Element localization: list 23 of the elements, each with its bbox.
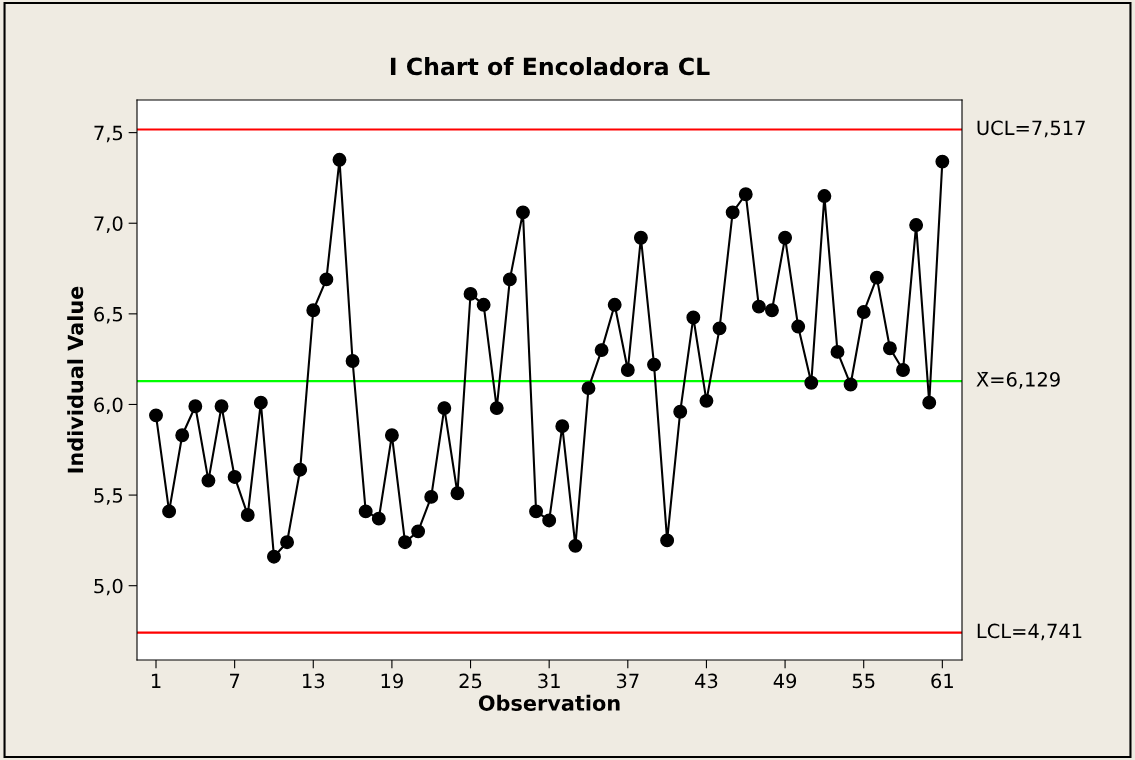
x-tick-label: 31 (538, 673, 560, 689)
ref-line-label: UCL=7,517 (977, 120, 1085, 138)
chart-title: I Chart of Encoladora CL (390, 57, 710, 76)
x-tick-label: 37 (616, 673, 639, 689)
y-tick-label: 5,0 (94, 578, 123, 596)
x-tick-label: 7 (230, 673, 240, 688)
x-axis-title: Observation (478, 694, 620, 711)
y-tick-label: 7,5 (94, 125, 123, 143)
y-axis-title: Individual Value (67, 286, 84, 473)
x-tick-label: 43 (695, 673, 718, 689)
x-tick-label: 55 (852, 673, 875, 689)
y-tick-label: 7,0 (94, 216, 123, 233)
x-tick-label: 61 (931, 673, 953, 689)
ref-line-label: LCL=4,741 (977, 623, 1082, 641)
ref-line-label: X̄=6,129 (976, 371, 1060, 389)
x-tick-label: 25 (459, 673, 482, 689)
x-tick-label: 49 (773, 673, 797, 689)
y-tick-label: 6,0 (94, 397, 123, 415)
y-tick-label: 6,5 (94, 306, 123, 324)
x-tick-label: 1 (151, 673, 161, 688)
x-tick-label: 13 (303, 673, 325, 689)
y-tick-label: 5,5 (94, 488, 123, 505)
x-tick-label: 19 (381, 673, 403, 689)
